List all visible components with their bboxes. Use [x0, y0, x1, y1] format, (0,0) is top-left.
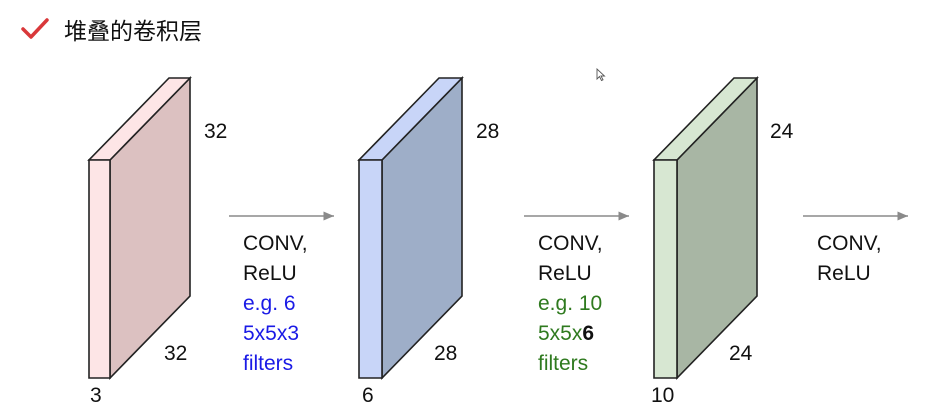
volume-layer-2-height-label: 24 — [770, 120, 794, 143]
step-1-op: CONV, — [243, 232, 308, 255]
volume-layer-2-depth-label: 10 — [651, 384, 674, 407]
step-1-label: CONV, ReLU e.g. 6 5x5x3 filters — [243, 232, 308, 375]
volume-layer-2: 24 24 10 — [651, 76, 794, 407]
volume-input-width-label: 32 — [164, 342, 187, 365]
step-2-filter-size: 5x5x6 — [538, 322, 594, 345]
cursor-icon — [596, 68, 606, 82]
header: 堆叠的卷积层 — [20, 12, 202, 46]
volume-layer-1-width-label: 28 — [434, 342, 457, 365]
volume-input-front-face — [88, 159, 111, 379]
step-3-label: CONV, ReLU — [817, 232, 882, 285]
step-1-filter-size: 5x5x3 — [243, 322, 299, 345]
volume-input-depth-label: 3 — [90, 384, 102, 407]
volume-input-height-label: 32 — [204, 120, 227, 143]
step-2-unit: filters — [538, 352, 588, 375]
page-title: 堆叠的卷积层 — [64, 19, 202, 45]
step-1-unit: filters — [243, 352, 293, 375]
checkmark-icon — [21, 18, 49, 39]
volume-layer-2-width-label: 24 — [729, 342, 753, 365]
step-2-label: CONV, ReLU e.g. 10 5x5x6 filters — [538, 232, 603, 375]
step-2-example: e.g. 10 — [538, 292, 602, 315]
volume-layer-1-depth-label: 6 — [362, 384, 374, 407]
step-2-op: CONV, — [538, 232, 603, 255]
step-1-example: e.g. 6 — [243, 292, 296, 315]
volume-input: 32 32 3 — [87, 76, 227, 407]
volume-layer-2-front-face — [653, 159, 678, 379]
volume-layer-1: 28 28 6 — [357, 76, 499, 407]
step-1-act: ReLU — [243, 262, 297, 285]
volume-layer-1-height-label: 28 — [476, 120, 499, 143]
step-2-act: ReLU — [538, 262, 592, 285]
step-1-size: 5x5x3 — [243, 322, 299, 345]
step-2-size-bold: 6 — [582, 322, 594, 345]
step-3-act: ReLU — [817, 262, 871, 285]
volume-input-back-face — [109, 76, 191, 380]
step-2-size: 5x5x — [538, 322, 583, 345]
step-3-op: CONV, — [817, 232, 882, 255]
volume-layer-1-front-face — [358, 159, 383, 379]
